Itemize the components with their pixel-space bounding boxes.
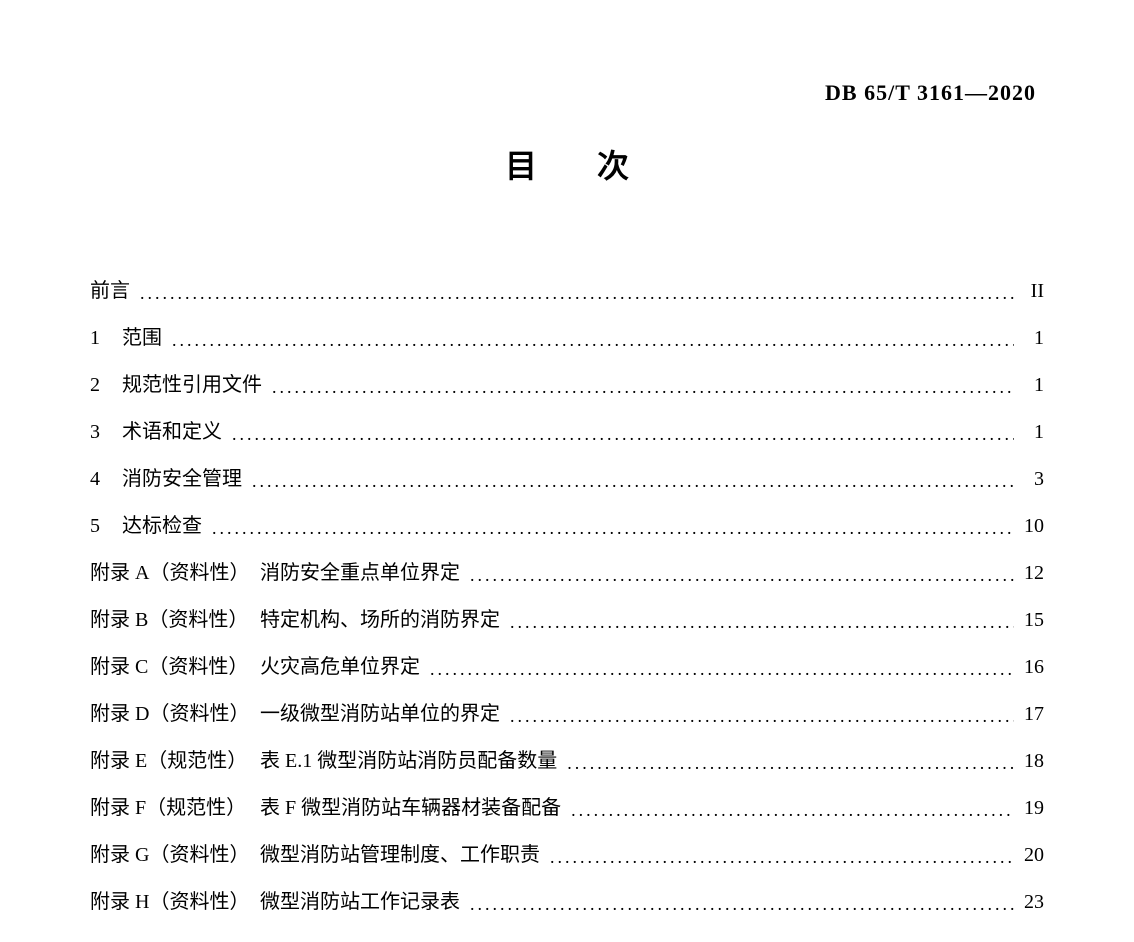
toc-entry: 附录 A（资料性）消防安全重点单位界定 12 xyxy=(90,559,1044,587)
toc-leader-dots xyxy=(464,892,1014,917)
toc-entry-number: 4 xyxy=(90,465,122,493)
toc-entry-label: 附录 B（资料性）特定机构、场所的消防界定 xyxy=(90,606,504,634)
toc-leader-dots xyxy=(134,281,1014,306)
toc-entry: 前言 II xyxy=(90,277,1044,305)
toc-page-number: 19 xyxy=(1014,794,1044,822)
toc-appendix-prefix: 附录 H（资料性） xyxy=(90,888,260,916)
toc-entry: 附录 B（资料性）特定机构、场所的消防界定 15 xyxy=(90,606,1044,634)
toc-leader-dots xyxy=(565,798,1014,823)
toc-entry-label: 附录 E（规范性）表 E.1 微型消防站消防员配备数量 xyxy=(90,747,561,775)
toc-appendix-prefix: 附录 B（资料性） xyxy=(90,606,260,634)
toc-entry-title: 微型消防站工作记录表 xyxy=(260,891,460,913)
toc-page-number: 1 xyxy=(1014,418,1044,446)
toc-leader-dots xyxy=(266,375,1014,400)
toc-entry-label: 附录 C（资料性）火灾高危单位界定 xyxy=(90,653,424,681)
toc-entry: 2规范性引用文件 1 xyxy=(90,371,1044,399)
toc-leader-dots xyxy=(504,610,1014,635)
toc-entry: 附录 F（规范性）表 F 微型消防站车辆器材装备配备 19 xyxy=(90,794,1044,822)
toc-entry-label: 1范围 xyxy=(90,324,166,352)
toc-page-number: 1 xyxy=(1014,371,1044,399)
toc-entry-number: 2 xyxy=(90,371,122,399)
toc-leader-dots xyxy=(424,657,1014,682)
toc-entry-title: 规范性引用文件 xyxy=(122,374,262,396)
toc-entry-title: 术语和定义 xyxy=(122,421,222,443)
toc-entry: 附录 H（资料性）微型消防站工作记录表 23 xyxy=(90,888,1044,916)
toc-appendix-prefix: 附录 G（资料性） xyxy=(90,841,260,869)
toc-entry-title: 一级微型消防站单位的界定 xyxy=(260,703,500,725)
toc-entry-number: 1 xyxy=(90,324,122,352)
toc-page-number: 10 xyxy=(1014,512,1044,540)
toc-entry-label: 5达标检查 xyxy=(90,512,206,540)
toc-page-number: 15 xyxy=(1014,606,1044,634)
toc-title: 目次 xyxy=(90,141,1044,187)
toc-leader-dots xyxy=(504,704,1014,729)
toc-entry-label: 4消防安全管理 xyxy=(90,465,246,493)
toc-entry-label: 2规范性引用文件 xyxy=(90,371,266,399)
toc-page-number: 18 xyxy=(1014,747,1044,775)
document-id: DB 65/T 3161—2020 xyxy=(90,80,1044,106)
toc-entry-label: 附录 A（资料性）消防安全重点单位界定 xyxy=(90,559,464,587)
toc-entry-title: 消防安全重点单位界定 xyxy=(260,562,460,584)
toc-page-number: 12 xyxy=(1014,559,1044,587)
toc-leader-dots xyxy=(544,845,1014,870)
toc-leader-dots xyxy=(246,469,1014,494)
toc-page-number: 17 xyxy=(1014,700,1044,728)
toc-page-number: 3 xyxy=(1014,465,1044,493)
toc-entry-title: 特定机构、场所的消防界定 xyxy=(260,609,500,631)
toc-entry: 5达标检查 10 xyxy=(90,512,1044,540)
toc-leader-dots xyxy=(226,422,1014,447)
toc-entry-number: 3 xyxy=(90,418,122,446)
toc-leader-dots xyxy=(464,563,1014,588)
toc-appendix-prefix: 附录 C（资料性） xyxy=(90,653,260,681)
toc-entry: 4消防安全管理 3 xyxy=(90,465,1044,493)
toc-entry-title: 表 E.1 微型消防站消防员配备数量 xyxy=(260,750,557,772)
toc-leader-dots xyxy=(206,516,1014,541)
toc-entry-number: 5 xyxy=(90,512,122,540)
toc-appendix-prefix: 附录 E（规范性） xyxy=(90,747,260,775)
toc-entry: 附录 C（资料性）火灾高危单位界定 16 xyxy=(90,653,1044,681)
toc-entry: 附录 E（规范性）表 E.1 微型消防站消防员配备数量 18 xyxy=(90,747,1044,775)
toc-appendix-prefix: 附录 D（资料性） xyxy=(90,700,260,728)
toc-entry-label: 附录 F（规范性）表 F 微型消防站车辆器材装备配备 xyxy=(90,794,565,822)
toc-entry: 附录 D（资料性）一级微型消防站单位的界定 17 xyxy=(90,700,1044,728)
toc-entry-title: 微型消防站管理制度、工作职责 xyxy=(260,844,540,866)
toc-entry-title: 表 F 微型消防站车辆器材装备配备 xyxy=(260,797,561,819)
toc-page-number: 16 xyxy=(1014,653,1044,681)
toc-entry: 3术语和定义 1 xyxy=(90,418,1044,446)
toc-page-number: II xyxy=(1014,277,1044,305)
toc-entry-title: 范围 xyxy=(122,327,162,349)
toc-appendix-prefix: 附录 F（规范性） xyxy=(90,794,260,822)
toc-entry: 1范围1 xyxy=(90,324,1044,352)
toc-leader-dots xyxy=(166,328,1014,353)
toc-entry-label: 附录 H（资料性）微型消防站工作记录表 xyxy=(90,888,464,916)
toc-entry-title: 达标检查 xyxy=(122,515,202,537)
toc-entry-label: 前言 xyxy=(90,277,134,305)
toc-entry-label: 附录 G（资料性）微型消防站管理制度、工作职责 xyxy=(90,841,544,869)
toc-page-number: 20 xyxy=(1014,841,1044,869)
toc-page-number: 23 xyxy=(1014,888,1044,916)
toc-list: 前言II1范围12规范性引用文件13术语和定义14消防安全管理35达标检查10附… xyxy=(90,277,1044,916)
toc-appendix-prefix: 附录 A（资料性） xyxy=(90,559,260,587)
toc-entry: 附录 G（资料性）微型消防站管理制度、工作职责 20 xyxy=(90,841,1044,869)
toc-entry-title: 火灾高危单位界定 xyxy=(260,656,420,678)
toc-page-number: 1 xyxy=(1014,324,1044,352)
toc-entry-label: 附录 D（资料性）一级微型消防站单位的界定 xyxy=(90,700,504,728)
toc-leader-dots xyxy=(561,751,1014,776)
toc-entry-label: 3术语和定义 xyxy=(90,418,226,446)
toc-entry-title: 消防安全管理 xyxy=(122,468,242,490)
